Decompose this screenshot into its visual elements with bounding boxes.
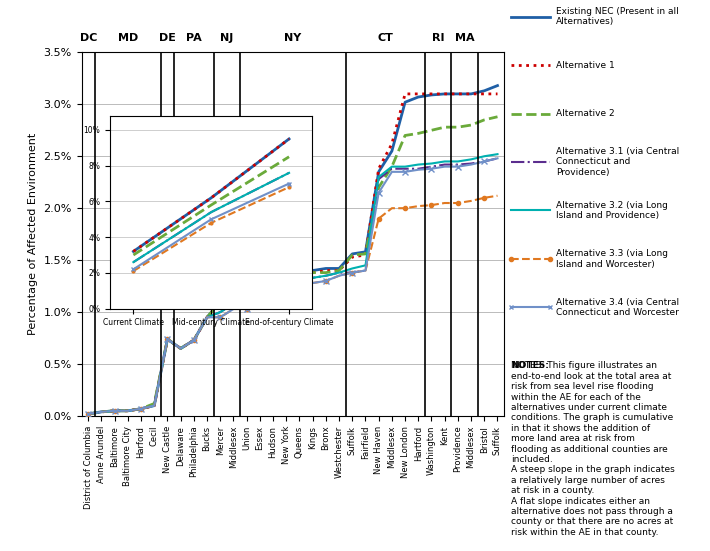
- Text: PA: PA: [186, 33, 202, 44]
- Text: Alternative 1: Alternative 1: [556, 61, 615, 69]
- Text: MD: MD: [118, 33, 138, 44]
- Text: Alternative 3.4 (via Central
Connecticut and Worcester: Alternative 3.4 (via Central Connecticut…: [556, 298, 679, 317]
- Text: NJ: NJ: [220, 33, 234, 44]
- Text: DE: DE: [159, 33, 176, 44]
- Text: NY: NY: [284, 33, 302, 44]
- Text: Existing NEC (Present in all
Alternatives): Existing NEC (Present in all Alternative…: [556, 7, 679, 26]
- Text: DC: DC: [80, 33, 97, 44]
- Text: CT: CT: [377, 33, 393, 44]
- Text: RI: RI: [432, 33, 444, 44]
- Y-axis label: Percentage of Affected Environment: Percentage of Affected Environment: [28, 133, 38, 336]
- Text: MA: MA: [454, 33, 474, 44]
- Text: Alternative 3.2 (via Long
Island and Providence): Alternative 3.2 (via Long Island and Pro…: [556, 201, 668, 220]
- Text: NOTES: This figure illustrates an
end-to-end look at the total area at
risk from: NOTES: This figure illustrates an end-to…: [511, 361, 675, 537]
- Text: Alternative 3.1 (via Central
Connecticut and
Providence): Alternative 3.1 (via Central Connecticut…: [556, 147, 679, 177]
- Text: Alternative 2: Alternative 2: [556, 109, 615, 118]
- Text: Alternative 3.3 (via Long
Island and Worcester): Alternative 3.3 (via Long Island and Wor…: [556, 249, 668, 269]
- Text: NOTES:: NOTES:: [511, 361, 549, 370]
